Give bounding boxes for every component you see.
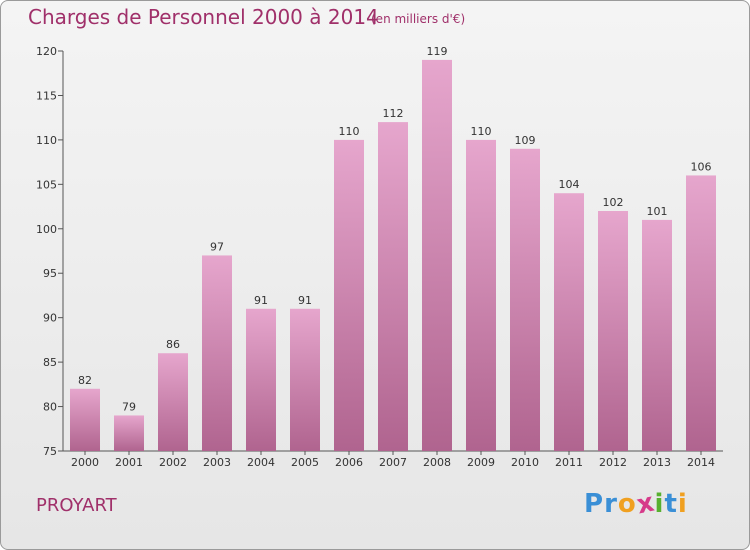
bar: [422, 59, 452, 452]
x-tick-label: 2008: [423, 456, 451, 469]
logo-letter: P: [584, 489, 605, 519]
logo-letter: i: [654, 489, 665, 519]
data-label: 91: [254, 294, 268, 307]
commune-name: PROYART: [36, 495, 117, 516]
axes: 75 80 85 90 95 100 105 110 115 120 2000 2001 2002 200…: [36, 45, 723, 469]
y-tick-label: 115: [36, 89, 57, 102]
logo-letter: t: [664, 489, 678, 519]
data-label: 79: [122, 400, 136, 413]
bar: [114, 415, 144, 451]
bar: [598, 211, 628, 451]
bar: [466, 139, 496, 451]
y-tick-label: 85: [43, 356, 57, 369]
bar: [290, 308, 320, 451]
x-tick-label: 2006: [335, 456, 363, 469]
data-label: 97: [210, 240, 224, 253]
x-tick-label: 2013: [643, 456, 671, 469]
proxiti-logo[interactable]: Proxiti: [584, 487, 688, 520]
data-label: 86: [166, 338, 180, 351]
y-tick-label: 95: [43, 267, 57, 280]
logo-letter: i: [677, 489, 688, 519]
data-label: 109: [515, 134, 536, 147]
bar: [378, 122, 408, 451]
labels: 82 79 86 97 91 91 110 112 119 110 109 104 102 101 106: [78, 45, 712, 414]
y-tick-label: 105: [36, 178, 57, 191]
bar: [642, 219, 672, 451]
data-label: 91: [298, 294, 312, 307]
x-tick-label: 2002: [159, 456, 187, 469]
data-label: 110: [471, 125, 492, 138]
bar: [70, 388, 100, 451]
logo-letter: r: [604, 489, 618, 519]
x-tick-label: 2012: [599, 456, 627, 469]
bar: [510, 148, 540, 451]
x-tick-label: 2004: [247, 456, 275, 469]
bar: [246, 308, 276, 451]
data-label: 106: [691, 160, 712, 173]
y-tick-label: 80: [43, 401, 57, 414]
x-tick-label: 2011: [555, 456, 583, 469]
y-tick-label: 75: [43, 445, 57, 458]
data-label: 119: [427, 45, 448, 58]
chart-title: Charges de Personnel 2000 à 2014: [28, 5, 379, 29]
x-tick-label: 2005: [291, 456, 319, 469]
data-label: 82: [78, 374, 92, 387]
x-tick-label: 2000: [71, 456, 99, 469]
data-label: 101: [647, 205, 668, 218]
data-label: 112: [383, 107, 404, 120]
bar: [554, 193, 584, 451]
bar: [334, 139, 364, 451]
data-label: 104: [559, 178, 580, 191]
bars: [70, 59, 716, 452]
bar: [202, 255, 232, 451]
bar: [158, 353, 188, 451]
x-tick-label: 2007: [379, 456, 407, 469]
x-tick-label: 2014: [687, 456, 715, 469]
x-tick-label: 2001: [115, 456, 143, 469]
y-tick-label: 120: [36, 45, 57, 58]
y-tick-label: 90: [43, 312, 57, 325]
y-tick-label: 110: [36, 134, 57, 147]
x-tick-label: 2009: [467, 456, 495, 469]
data-label: 102: [603, 196, 624, 209]
x-tick-label: 2010: [511, 456, 539, 469]
logo-letter: o: [617, 489, 637, 519]
y-tick-label: 100: [36, 223, 57, 236]
data-label: 110: [339, 125, 360, 138]
bar: [686, 175, 716, 451]
chart-subtitle: (en milliers d'€): [371, 12, 466, 26]
x-tick-label: 2003: [203, 456, 231, 469]
